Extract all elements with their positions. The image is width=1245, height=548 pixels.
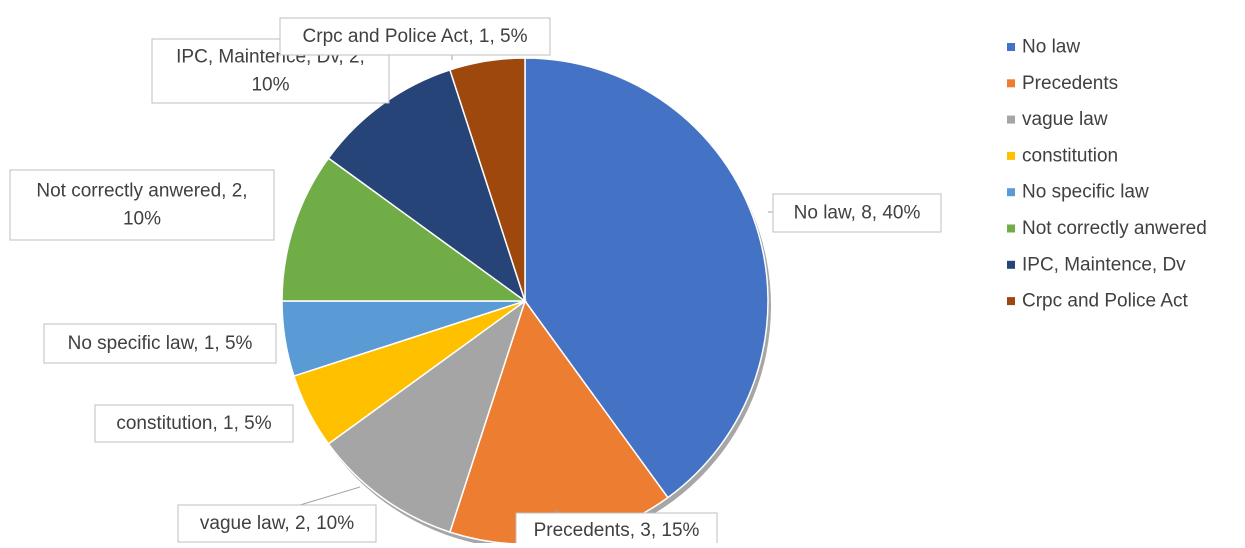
data-labels: No law, 8, 40% Precedents, 3, 15% vague la… [9, 17, 942, 548]
data-label-box [94, 404, 294, 443]
legend-swatch [1007, 115, 1015, 124]
leader-line [299, 486, 361, 506]
legend-label: Crpc and Police Act [1022, 291, 1189, 312]
data-label-vague-law: vague law, 2, 10% [177, 504, 377, 543]
legend-swatch [1007, 260, 1015, 269]
legend-swatch [1007, 188, 1015, 197]
data-label-box [279, 17, 551, 56]
data-label-text: No law, 8, 40% [794, 203, 921, 224]
data-label-text: vague law, 2, 10% [200, 513, 354, 534]
data-label-constitution: constitution, 1, 5% [94, 404, 294, 443]
data-label-box [9, 169, 275, 241]
legend-swatch [1007, 79, 1015, 88]
pie-slice-no-law [524, 57, 769, 499]
data-label-not-correctly-anwered: Not correctly anwered, 2, 10% [9, 169, 275, 241]
legend-swatch [1007, 224, 1015, 233]
pie-slice-vague-law [327, 299, 527, 534]
legend-label: constitution [1022, 145, 1118, 166]
data-label-no-law: No law, 8, 40% [772, 193, 942, 233]
legend-item-no-law: No law [1007, 37, 1080, 58]
legend-label: No specific law [1022, 182, 1149, 203]
data-label-box [772, 193, 942, 233]
legend-item-not-correctly-anwered: Not correctly anwered [1007, 218, 1207, 239]
pie-slice-crpc-and-police-act [448, 57, 526, 302]
data-label-text: Crpc and Police Act, 1, 5% [303, 26, 528, 47]
data-label-crpc-and-police-act: Crpc and Police Act, 1, 5% [279, 17, 551, 56]
data-label-box [177, 504, 377, 543]
legend-item-constitution: constitution [1007, 145, 1118, 166]
data-label-text: Precedents, 3, 15% [534, 520, 700, 541]
legend-label: No law [1022, 37, 1080, 58]
legend-label: vague law [1022, 109, 1108, 130]
pie-slice-ipc-maintence-dv [327, 68, 527, 303]
legend-swatch [1007, 43, 1015, 51]
data-label-text: constitution, 1, 5% [116, 413, 271, 434]
data-label-text: Not correctly anwered, 2, [36, 181, 247, 202]
legend-label: IPC, Maintence, Dv [1022, 254, 1186, 275]
legend-item-ipc-maintence-dv: IPC, Maintence, Dv [1007, 254, 1186, 275]
pie-slices [281, 57, 771, 548]
data-label-text: 10% [123, 209, 161, 230]
pie-slice-not-correctly-anwered [281, 157, 528, 302]
legend-item-crpc-and-police-act: Crpc and Police Act [1007, 291, 1189, 312]
legend-label: Precedents [1022, 73, 1118, 94]
data-label-no-specific-law: No specific law, 1, 5% [43, 323, 277, 364]
legend-swatch [1007, 151, 1015, 160]
data-label-box [515, 512, 718, 548]
data-label-precedents: Precedents, 3, 15% [515, 512, 718, 548]
legend-item-precedents: Precedents [1007, 73, 1118, 94]
legend-label: Not correctly anwered [1022, 218, 1207, 239]
data-label-text: 10% [251, 75, 289, 96]
data-label-box [43, 323, 277, 364]
legend-item-no-specific-law: No specific law [1007, 182, 1149, 203]
data-label-text: No specific law, 1, 5% [68, 333, 253, 354]
legend: No law Precedents vague law constitution No … [1007, 37, 1207, 312]
legend-item-vague-law: vague law [1007, 109, 1108, 130]
legend-swatch [1007, 297, 1015, 306]
